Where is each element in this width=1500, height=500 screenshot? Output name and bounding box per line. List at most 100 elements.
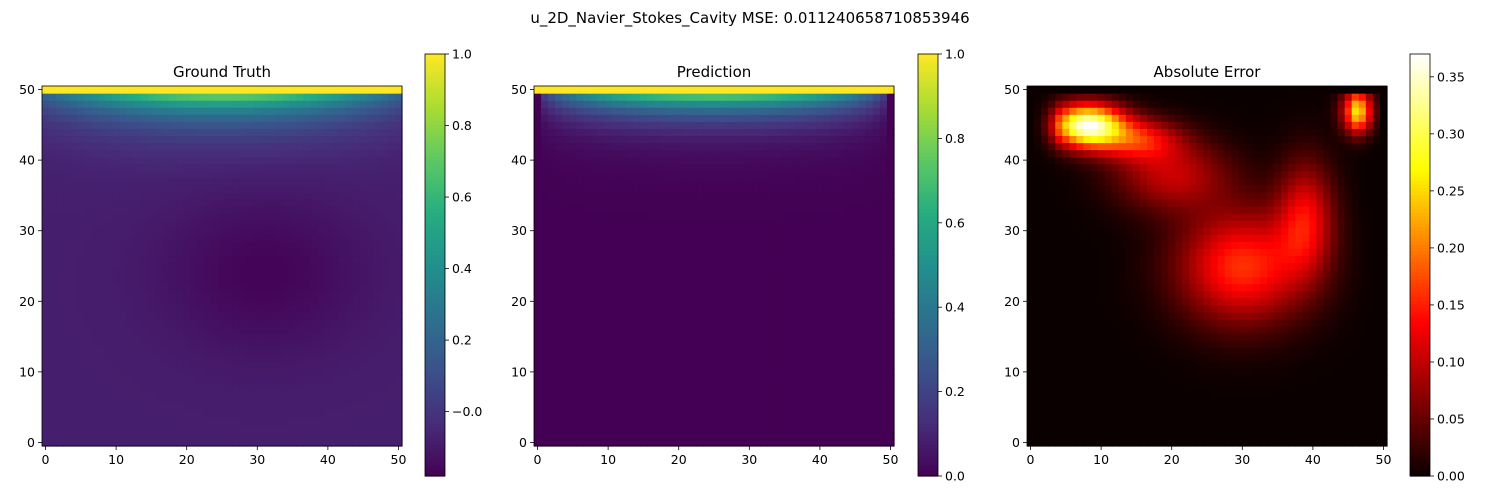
heatmap-cell <box>218 227 227 235</box>
heatmap-cell <box>197 234 205 242</box>
heatmap-cell <box>91 156 100 165</box>
heatmap-cell <box>366 283 375 292</box>
heatmap-cell <box>225 382 234 391</box>
heatmap-cell <box>246 206 255 214</box>
heatmap-cell <box>183 290 191 299</box>
heatmap-cell <box>324 290 333 299</box>
heatmap-cell <box>310 184 318 193</box>
heatmap-cell <box>795 269 803 278</box>
heatmap-cell <box>140 220 149 228</box>
heatmap-cell <box>738 135 747 144</box>
heatmap-cell <box>169 128 177 137</box>
heatmap-cell <box>689 262 697 271</box>
heatmap-cell <box>731 191 740 200</box>
heatmap-cell <box>331 234 340 242</box>
heatmap-cell <box>661 135 669 144</box>
heatmap-cell <box>183 276 191 285</box>
heatmap-cell <box>338 248 347 257</box>
heatmap-cell <box>133 156 142 165</box>
heatmap-cell <box>77 375 85 384</box>
heatmap-cell <box>303 368 311 377</box>
heatmap-cell <box>296 213 304 221</box>
colorbar-band <box>425 229 445 234</box>
heatmap-cell <box>879 220 888 228</box>
heatmap-cell <box>324 326 333 334</box>
colorbar-band <box>425 180 445 185</box>
heatmap-cell <box>296 269 304 278</box>
heatmap-cell <box>380 403 389 412</box>
heatmap-cell <box>98 234 107 242</box>
heatmap-cell <box>583 234 592 242</box>
heatmap-cell <box>682 318 690 327</box>
heatmap-cell <box>84 191 93 200</box>
heatmap-cell <box>303 114 311 122</box>
heatmap-cell <box>738 234 747 242</box>
heatmap-cell <box>541 198 549 207</box>
heatmap-cell <box>394 403 403 412</box>
heatmap-cell <box>140 241 149 249</box>
heatmap-cell <box>766 206 775 214</box>
heatmap-cell <box>225 361 234 369</box>
heatmap-cell <box>788 163 796 172</box>
heatmap-cell <box>218 206 227 214</box>
heatmap-cell <box>696 431 705 440</box>
heatmap-cell <box>766 304 775 313</box>
heatmap-cell <box>830 198 839 207</box>
heatmap-cell <box>204 107 213 115</box>
heatmap-cell <box>352 163 361 172</box>
heatmap-cell <box>162 410 170 419</box>
heatmap-cell <box>282 100 290 108</box>
heatmap-cell <box>91 389 100 398</box>
heatmap-cell <box>781 375 789 384</box>
heatmap-cell <box>246 382 255 391</box>
heatmap-cell <box>774 396 782 405</box>
heatmap-cell <box>225 163 234 172</box>
heatmap-cell <box>190 128 198 137</box>
heatmap-cell <box>366 389 375 398</box>
heatmap-cell <box>260 135 269 144</box>
heatmap-cell <box>886 149 895 158</box>
heatmap-cell <box>816 234 825 242</box>
heatmap-cell <box>639 234 648 242</box>
heatmap-cell <box>731 368 740 377</box>
heatmap-cell <box>105 269 114 278</box>
heatmap-cell <box>816 431 825 440</box>
heatmap-cell <box>766 297 775 306</box>
heatmap-cell <box>844 424 853 433</box>
heatmap-cell <box>112 227 121 235</box>
heatmap-cell <box>668 248 676 257</box>
heatmap-cell <box>211 396 220 405</box>
heatmap-cell <box>562 170 570 179</box>
heatmap-cell <box>541 262 549 271</box>
heatmap-cell <box>745 269 754 278</box>
heatmap-cell <box>816 354 825 362</box>
heatmap-cell <box>816 375 825 384</box>
heatmap-cell <box>774 375 782 384</box>
heatmap-cell <box>296 368 304 377</box>
heatmap-cell <box>267 318 276 327</box>
heatmap-cell <box>865 283 874 292</box>
heatmap-cell <box>296 220 304 228</box>
heatmap-cell <box>282 382 290 391</box>
heatmap-cell <box>830 311 839 320</box>
heatmap-cell <box>844 220 853 228</box>
heatmap-cell <box>661 156 669 165</box>
heatmap-cell <box>232 403 241 412</box>
heatmap-cell <box>604 241 613 249</box>
heatmap-cell <box>689 290 697 299</box>
heatmap-cell <box>837 340 846 348</box>
heatmap-cell <box>218 184 227 193</box>
heatmap-cell <box>133 318 142 327</box>
heatmap-cell <box>218 156 227 165</box>
heatmap-cell <box>105 403 114 412</box>
heatmap-cell <box>232 114 241 122</box>
heatmap-cell <box>534 297 542 306</box>
heatmap-cell <box>218 177 227 186</box>
heatmap-cell <box>204 255 213 264</box>
heatmap-cell <box>576 311 585 320</box>
heatmap-cell <box>42 276 50 285</box>
heatmap-cell <box>274 354 283 362</box>
heatmap-cells <box>534 86 895 447</box>
heatmap-cell <box>49 170 57 179</box>
heatmap-cell <box>162 403 170 412</box>
